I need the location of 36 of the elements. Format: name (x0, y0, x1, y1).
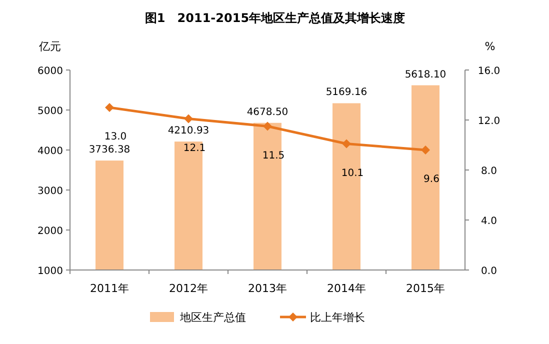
data-label: 4210.93 (168, 126, 210, 137)
y-tick-label: 5000 (38, 106, 63, 117)
legend-label: 比上年增长 (310, 311, 365, 324)
y2-tick-label: 12.0 (478, 116, 500, 127)
y-axis-title: 亿元 (38, 40, 61, 53)
y2-axis-title: % (484, 40, 496, 53)
point (105, 103, 114, 112)
x-tick-label: 2011年 (90, 282, 129, 295)
data-label: 11.5 (262, 150, 285, 162)
y-tick-label: 2000 (38, 226, 63, 237)
y2-tick-label: 8.0 (481, 166, 497, 177)
y-tick-label: 4000 (38, 146, 63, 157)
x-tick-label: 2013年 (248, 282, 287, 295)
point (184, 114, 193, 124)
y-tick-label: 3000 (38, 186, 63, 197)
data-label: 4678.50 (246, 106, 288, 118)
data-label: 5169.16 (326, 87, 368, 98)
data-label: 3736.38 (88, 144, 130, 156)
y-tick-label: 1000 (38, 266, 63, 277)
point (263, 122, 272, 131)
legend-label: 地区生产总值 (179, 311, 246, 324)
chart-title: 图1 2011-2015年地区生产总值及其增长速度 (144, 11, 406, 25)
y2-tick-label: 16.0 (478, 66, 500, 77)
data-label: 13.0 (104, 132, 127, 142)
x-tick-label: 2015年 (406, 282, 445, 295)
data-label: 9.6 (424, 174, 440, 185)
x-tick-label: 2014年 (327, 282, 366, 295)
y2-tick-label: 0.0 (481, 266, 497, 277)
x-tick-label: 2012年 (169, 282, 208, 295)
point (342, 139, 351, 148)
data-label: 5618.10 (404, 69, 446, 80)
point (421, 146, 430, 154)
data-label: 10.1 (341, 168, 364, 179)
y2-tick-label: 4.0 (481, 216, 497, 227)
data-label: 12.1 (183, 142, 206, 154)
y-tick-label: 6000 (38, 66, 63, 77)
